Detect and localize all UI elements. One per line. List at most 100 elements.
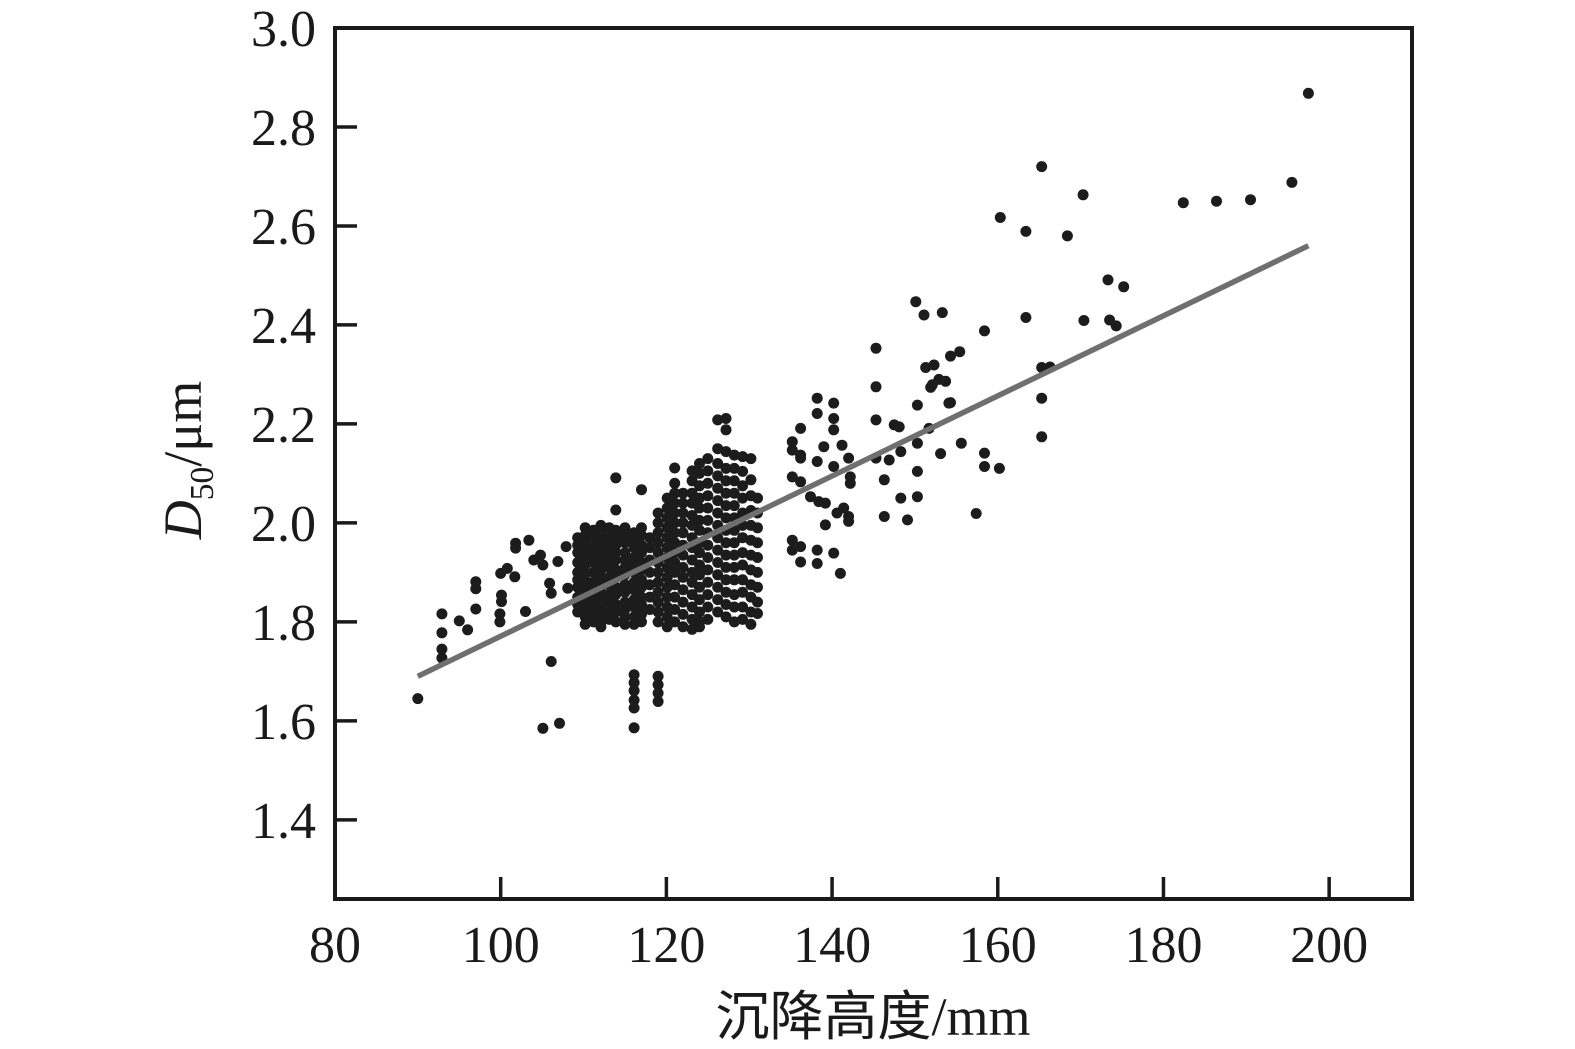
data-point — [870, 342, 882, 354]
data-point — [737, 492, 749, 504]
data-point — [652, 606, 664, 618]
data-point — [669, 557, 681, 568]
data-point — [652, 586, 664, 598]
data-point — [677, 608, 689, 620]
data-point — [993, 462, 1005, 474]
data-point — [677, 507, 689, 519]
data-point — [702, 453, 714, 465]
data-point — [737, 586, 749, 598]
data-point — [811, 456, 823, 467]
data-point — [694, 621, 705, 633]
data-point — [945, 397, 956, 409]
data-point — [644, 542, 656, 554]
data-point — [737, 574, 749, 586]
data-point — [702, 477, 714, 489]
data-point — [628, 702, 640, 714]
data-point — [911, 491, 923, 503]
data-point — [619, 618, 631, 630]
data-point — [935, 448, 947, 460]
data-point — [1020, 312, 1032, 323]
data-point — [610, 504, 622, 516]
data-point — [712, 606, 724, 618]
data-point — [652, 566, 664, 578]
data-point — [552, 556, 564, 567]
data-point — [462, 624, 474, 636]
data-point — [494, 616, 506, 628]
data-point — [786, 471, 798, 483]
data-point — [702, 502, 714, 514]
data-point — [702, 514, 714, 526]
y-tick-label: 2.8 — [251, 100, 316, 157]
data-point — [979, 461, 990, 472]
data-point — [610, 616, 622, 628]
data-point — [669, 591, 681, 603]
data-point — [712, 544, 724, 556]
data-point — [737, 559, 749, 571]
data-point — [878, 474, 890, 486]
data-point — [979, 447, 990, 459]
data-point — [694, 594, 705, 606]
data-point — [652, 547, 664, 559]
data-point — [945, 350, 956, 362]
data-point — [1286, 176, 1298, 188]
data-point — [745, 453, 757, 465]
data-point — [652, 616, 664, 628]
data-point — [694, 606, 705, 618]
data-point — [669, 497, 681, 509]
data-point — [636, 599, 647, 610]
data-point — [669, 604, 681, 615]
data-point — [818, 441, 830, 453]
data-point — [412, 693, 424, 705]
y-axis-unit: /μm — [153, 380, 214, 467]
data-point — [562, 582, 574, 594]
data-point — [795, 541, 807, 553]
data-point — [470, 583, 482, 595]
data-point — [720, 424, 732, 436]
y-tick-label: 2.6 — [251, 199, 316, 256]
data-point — [828, 413, 840, 424]
data-point — [745, 618, 757, 630]
data-point — [795, 556, 807, 568]
data-point — [819, 497, 831, 509]
data-point — [870, 414, 882, 426]
data-point — [728, 616, 740, 628]
data-point — [677, 584, 689, 596]
x-tick-label: 100 — [462, 917, 540, 974]
data-point — [1036, 161, 1048, 173]
data-point — [1036, 392, 1048, 404]
data-point — [579, 618, 591, 630]
data-point — [702, 490, 714, 502]
data-point — [545, 656, 557, 667]
data-point — [669, 616, 681, 628]
data-point — [628, 677, 640, 689]
data-point — [720, 586, 732, 598]
data-point — [895, 446, 907, 458]
data-point — [870, 381, 882, 393]
y-axis-symbol: D — [153, 500, 214, 540]
data-point — [501, 562, 513, 574]
data-point — [694, 458, 705, 469]
data-point — [510, 542, 522, 554]
y-tick-label: 3.0 — [251, 1, 316, 58]
data-point — [928, 359, 940, 371]
data-point — [702, 465, 714, 477]
data-point — [712, 482, 724, 494]
data-point — [712, 443, 724, 455]
data-point — [712, 458, 724, 469]
data-point — [720, 475, 732, 487]
data-point — [669, 517, 681, 529]
data-point — [652, 537, 664, 549]
data-point — [838, 502, 850, 514]
data-point — [677, 561, 689, 573]
data-point — [669, 507, 681, 519]
data-point — [677, 527, 689, 539]
data-point — [628, 685, 640, 697]
data-point — [1036, 431, 1048, 443]
data-point — [752, 596, 763, 608]
data-point — [994, 212, 1006, 223]
plot-border — [333, 26, 1414, 901]
data-point — [893, 421, 905, 433]
data-point — [1102, 274, 1114, 286]
data-point — [811, 392, 823, 404]
